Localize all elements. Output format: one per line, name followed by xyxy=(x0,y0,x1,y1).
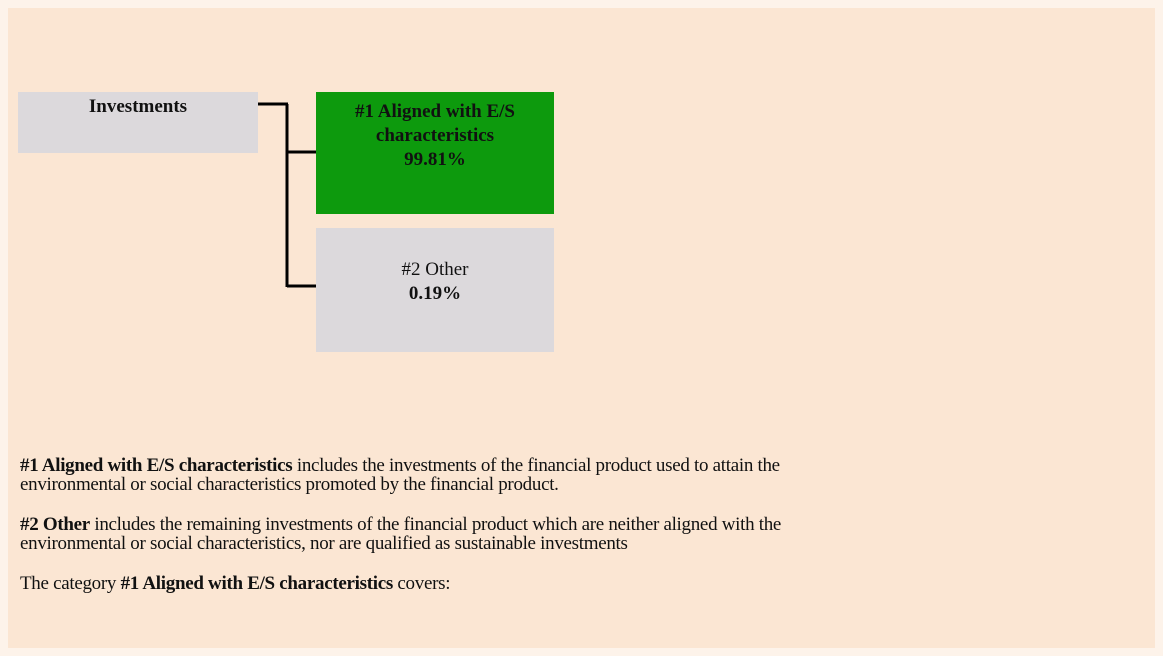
panel: Investments #1 Aligned with E/S characte… xyxy=(8,8,1155,648)
connectors xyxy=(258,102,316,288)
note-text: environmental or social characteristics … xyxy=(20,474,559,495)
root-label: Investments xyxy=(88,96,188,117)
other-box: #2 Other 0.19% xyxy=(316,228,554,352)
aligned-value: 99.81% xyxy=(404,149,466,170)
aligned-label: #1 Aligned with E/S characteristics xyxy=(355,101,515,146)
footer-bold: #1 Aligned with E/S characteristics xyxy=(120,573,394,594)
note: #1 Aligned with E/S characteristics incl… xyxy=(20,456,780,494)
footer-text: covers: xyxy=(397,573,451,594)
footer: The category #1 Aligned with E/S charact… xyxy=(20,574,450,593)
note: #2 Other includes the remaining investme… xyxy=(20,515,781,553)
root-box: Investments xyxy=(18,92,258,153)
note-text: includes the investments of the financia… xyxy=(296,455,780,476)
note-text: includes the remaining investments of th… xyxy=(94,514,782,535)
note-text: environmental or social characteristics,… xyxy=(20,533,628,554)
aligned-box: #1 Aligned with E/S characteristics 99.8… xyxy=(316,92,554,214)
other-label: #2 Other xyxy=(401,259,469,280)
note-lead: #2 Other xyxy=(20,514,90,535)
other-value: 0.19% xyxy=(408,283,462,304)
footer-text: The category xyxy=(20,573,117,594)
note-lead: #1 Aligned with E/S characteristics xyxy=(20,455,293,476)
